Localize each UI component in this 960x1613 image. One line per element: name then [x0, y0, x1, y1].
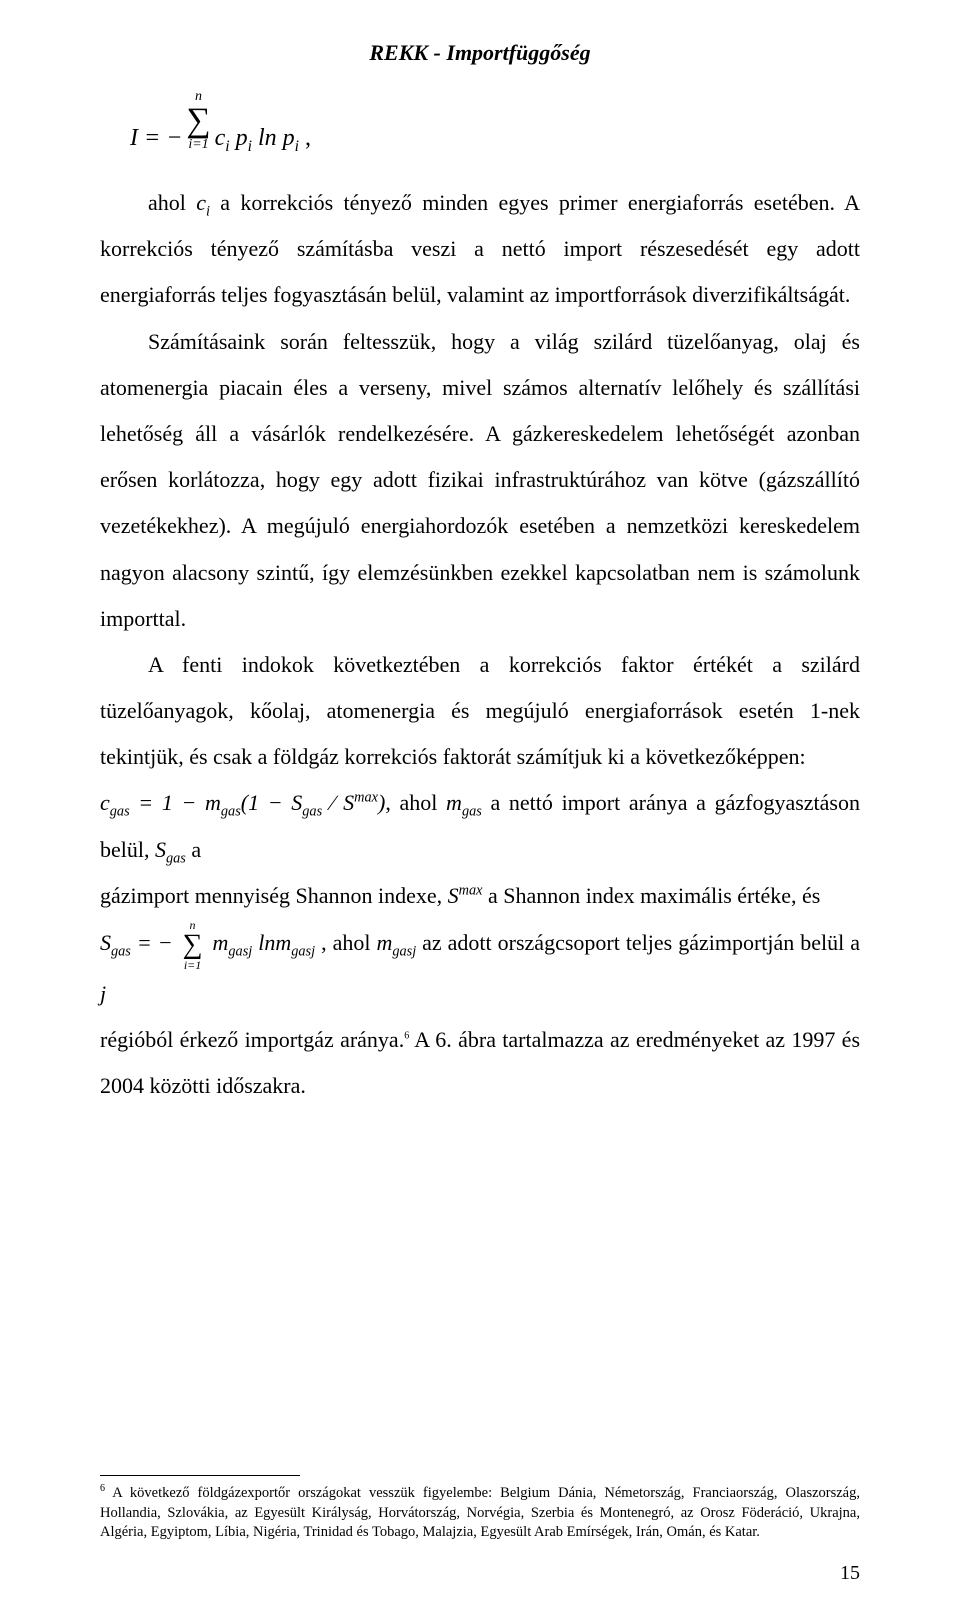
- f2-sgas: S: [155, 837, 166, 862]
- formula-c: c: [215, 125, 226, 151]
- f2-slash: ∕ S: [322, 790, 354, 815]
- sum-symbol: n ∑ i=1: [186, 90, 210, 152]
- f3-after1: , ahol: [315, 930, 376, 955]
- f2-c: c: [100, 790, 110, 815]
- f3-after2: az adott országcsoport teljes gázimportj…: [416, 930, 860, 955]
- f2-sup1: max: [354, 790, 378, 806]
- p4-t1: régióból érkező importgáz aránya.: [100, 1027, 404, 1052]
- f3-m3-sub: gasj: [392, 943, 416, 959]
- sum-sign: ∑: [186, 104, 210, 138]
- f3-eq: = −: [131, 930, 173, 955]
- shannon-line: gázimport mennyiség Shannon indexe, Smax…: [100, 873, 860, 919]
- f2-mgas: m: [446, 790, 462, 815]
- f2-t2: = 1 − m: [130, 790, 221, 815]
- sum-bottom: i=1: [186, 138, 210, 152]
- formula-lhs: I = −: [130, 125, 182, 152]
- f3-ln: ln: [252, 930, 275, 955]
- formula-index-i: I = − n ∑ i=1 ci pi ln pi ,: [130, 90, 860, 152]
- f2-sub1: gas: [110, 804, 130, 820]
- p1-rest: a korrekciós tényező minden egyes primer…: [100, 190, 860, 307]
- formula-comma: ,: [305, 125, 311, 151]
- f2-sub3: gas: [302, 804, 322, 820]
- lc-t1: gázimport mennyiség Shannon indexe,: [100, 883, 448, 908]
- f3-S-sub: gas: [111, 943, 131, 959]
- formula-s-gas-line: Sgas = − n ∑ i=1 mgasj lnmgasj , ahol mg…: [100, 919, 860, 1017]
- p2-text: Számításaink során feltesszük, hogy a vi…: [100, 319, 860, 642]
- footnote-text: A következő földgázexportőr országokat v…: [100, 1485, 860, 1540]
- sum-symbol-inline: n ∑ i=1: [183, 919, 203, 971]
- paragraph-3: A fenti indokok következtében a korrekci…: [100, 642, 860, 781]
- paragraph-4: régióból érkező importgáz aránya.6 A 6. …: [100, 1017, 860, 1109]
- f3-m1-sub: gasj: [228, 943, 252, 959]
- f3-sum-bottom: i=1: [183, 959, 203, 971]
- formula-lnp: ln p: [258, 125, 295, 151]
- f2-sgas-sub: gas: [166, 850, 186, 866]
- f3-S: S: [100, 930, 111, 955]
- page-number: 15: [840, 1562, 860, 1585]
- formula-rhs: ci pi ln pi ,: [215, 125, 311, 152]
- f2-sub2: gas: [221, 804, 241, 820]
- footnote-separator: [100, 1475, 300, 1476]
- lc-t2: a Shannon index maximális értéke, és: [482, 883, 820, 908]
- footnote-6: 6 A következő földgázexportőr országokat…: [100, 1482, 860, 1543]
- p3-text: A fenti indokok következtében a korrekci…: [100, 642, 860, 781]
- p1-ci: c: [196, 190, 206, 215]
- f3-m2-sub: gasj: [291, 943, 315, 959]
- lc-S: S: [448, 883, 459, 908]
- f2-after1: , ahol: [385, 790, 446, 815]
- formula-c-gas-line: cgas = 1 − mgas(1 − Sgas ∕ Smax), ahol m…: [100, 780, 860, 872]
- f2-paren-open: (1 − S: [241, 790, 303, 815]
- f3-m1: m: [213, 930, 229, 955]
- f3-j: j: [100, 981, 106, 1006]
- f2-mgas-sub: gas: [462, 804, 482, 820]
- f2-after3: a: [186, 837, 201, 862]
- f3-m3: m: [376, 930, 392, 955]
- formula-p: p: [236, 125, 248, 151]
- paragraph-1: ahol ci a korrekciós tényező minden egye…: [100, 180, 860, 319]
- page: REKK - Importfüggőség I = − n ∑ i=1 ci p…: [0, 0, 960, 1613]
- footnote-block: 6 A következő földgázexportőr országokat…: [100, 1475, 860, 1543]
- f3-sum-sign: ∑: [183, 931, 203, 959]
- running-header: REKK - Importfüggőség: [100, 40, 860, 66]
- f3-m2: m: [275, 930, 291, 955]
- p1-lead: ahol: [148, 190, 196, 215]
- lc-sup: max: [459, 882, 483, 898]
- paragraph-2: Számításaink során feltesszük, hogy a vi…: [100, 319, 860, 642]
